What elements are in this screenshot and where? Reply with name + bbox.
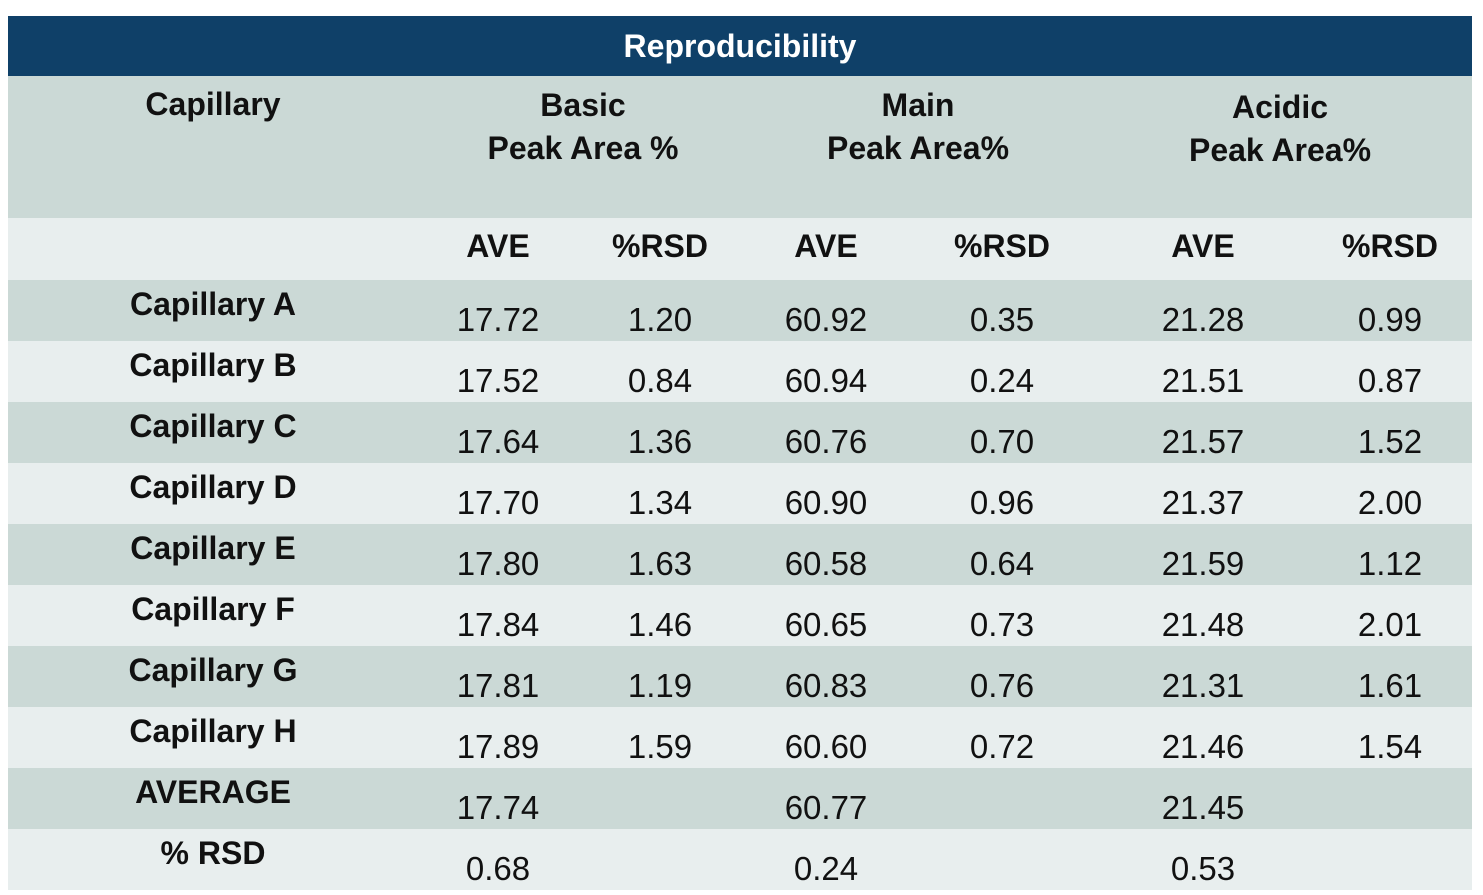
capillary-column-header: Capillary: [145, 86, 281, 122]
table-row: AVERAGE 17.74 60.77 21.45: [8, 768, 1472, 829]
table-cell: 60.83: [784, 667, 868, 704]
subheader-acidic-rsd: %RSD: [1341, 228, 1438, 264]
table-cell: 21.46: [1161, 728, 1245, 765]
table-cell: 0.87: [1357, 362, 1423, 399]
table-cell: 17.81: [456, 667, 540, 704]
table-cell: 60.58: [784, 545, 868, 582]
subheader-row: AVE %RSD AVE %RSD AVE %RSD: [8, 218, 1472, 280]
reproducibility-table: Reproducibility Capillary Basic Peak Are…: [8, 16, 1472, 890]
main-header-line2: Peak Area%: [826, 130, 1010, 166]
table-cell: 0.24: [793, 850, 859, 887]
table-cell: 1.63: [627, 545, 693, 582]
group-header-row: Capillary Basic Peak Area % Main Peak Ar…: [8, 76, 1472, 218]
basic-group-header: Basic Peak Area %: [418, 84, 748, 170]
table-cell: 0.76: [969, 667, 1035, 704]
table-cell: 0.35: [969, 301, 1035, 338]
row-label: AVERAGE: [135, 774, 291, 810]
table-cell: 2.01: [1357, 606, 1423, 643]
table-row: Capillary E 17.80 1.63 60.58 0.64 21.59 1.12: [8, 524, 1472, 585]
table-cell: 21.28: [1161, 301, 1245, 338]
row-label: Capillary C: [129, 408, 297, 444]
table-cell: 2.00: [1357, 484, 1423, 521]
acidic-header-line1: Acidic: [1231, 89, 1329, 125]
table-cell: 21.57: [1161, 423, 1245, 460]
table-cell: 60.65: [784, 606, 868, 643]
main-group-header: Main Peak Area%: [748, 84, 1088, 170]
table-cell: 17.80: [456, 545, 540, 582]
row-label: Capillary A: [130, 286, 296, 322]
table-row: Capillary H 17.89 1.59 60.60 0.72 21.46 1.54: [8, 707, 1472, 768]
table-cell: 17.84: [456, 606, 540, 643]
table-cell: 60.77: [784, 789, 868, 826]
table-row: Capillary D 17.70 1.34 60.90 0.96 21.37 2.00: [8, 463, 1472, 524]
row-label: Capillary E: [130, 530, 296, 566]
table-cell: 1.46: [627, 606, 693, 643]
table-cell: 0.68: [465, 850, 531, 887]
table-row: Capillary F 17.84 1.46 60.65 0.73 21.48 2.01: [8, 585, 1472, 646]
table-cell: 1.34: [627, 484, 693, 521]
table-cell: 0.72: [969, 728, 1035, 765]
table-row: Capillary B 17.52 0.84 60.94 0.24 21.51 0.87: [8, 341, 1472, 402]
row-label: Capillary F: [131, 591, 295, 627]
table-cell: 17.52: [456, 362, 540, 399]
table-cell: 0.53: [1170, 850, 1236, 887]
table-cell: 21.37: [1161, 484, 1245, 521]
table-cell: 1.61: [1357, 667, 1423, 704]
table-cell: 0.24: [969, 362, 1035, 399]
table-row: Capillary A 17.72 1.20 60.92 0.35 21.28 0.99: [8, 280, 1472, 341]
table-cell: 1.59: [627, 728, 693, 765]
table-cell: 0.84: [627, 362, 693, 399]
main-header-line1: Main: [881, 87, 955, 123]
table-cell: 21.59: [1161, 545, 1245, 582]
table-cell: 1.12: [1357, 545, 1423, 582]
row-label: % RSD: [160, 835, 266, 871]
table-cell: 60.60: [784, 728, 868, 765]
table-row: Capillary C 17.64 1.36 60.76 0.70 21.57 1.52: [8, 402, 1472, 463]
table-cell: 60.90: [784, 484, 868, 521]
basic-header-line1: Basic: [540, 87, 626, 123]
subheader-basic-ave: AVE: [466, 228, 530, 264]
table-row: Capillary G 17.81 1.19 60.83 0.76 21.31 1.61: [8, 646, 1472, 707]
acidic-header-line2: Peak Area%: [1188, 132, 1372, 168]
table-cell: 60.94: [784, 362, 868, 399]
row-label: Capillary B: [129, 347, 297, 383]
row-label: Capillary H: [129, 713, 297, 749]
table-cell: 60.92: [784, 301, 868, 338]
table-row: % RSD 0.68 0.24 0.53: [8, 829, 1472, 890]
table-cell: 1.36: [627, 423, 693, 460]
row-label: Capillary G: [128, 652, 298, 688]
table-cell: 0.64: [969, 545, 1035, 582]
subheader-main-ave: AVE: [794, 228, 858, 264]
table-cell: 21.51: [1161, 362, 1245, 399]
table-cell: 0.73: [969, 606, 1035, 643]
table-cell: 0.70: [969, 423, 1035, 460]
subheader-main-rsd: %RSD: [953, 228, 1050, 264]
table-title: Reproducibility: [8, 16, 1472, 76]
table-cell: 17.70: [456, 484, 540, 521]
table-cell: 1.20: [627, 301, 693, 338]
table-cell: 21.48: [1161, 606, 1245, 643]
table-cell: 0.96: [969, 484, 1035, 521]
table-cell: 60.76: [784, 423, 868, 460]
table-cell: 21.45: [1161, 789, 1245, 826]
row-label: Capillary D: [129, 469, 297, 505]
table-body: Capillary A 17.72 1.20 60.92 0.35 21.28 0.99 Ca…: [8, 280, 1472, 890]
subheader-basic-rsd: %RSD: [611, 228, 708, 264]
table-cell: 21.31: [1161, 667, 1245, 704]
subheader-acidic-ave: AVE: [1171, 228, 1235, 264]
table-cell: 17.74: [456, 789, 540, 826]
basic-header-line2: Peak Area %: [487, 130, 679, 166]
table-cell: 17.72: [456, 301, 540, 338]
acidic-group-header: Acidic Peak Area%: [1088, 86, 1472, 172]
table-cell: 17.64: [456, 423, 540, 460]
table-cell: 1.54: [1357, 728, 1423, 765]
table-cell: 1.19: [627, 667, 693, 704]
table-cell: 1.52: [1357, 423, 1423, 460]
table-cell: 0.99: [1357, 301, 1423, 338]
table-cell: 17.89: [456, 728, 540, 765]
